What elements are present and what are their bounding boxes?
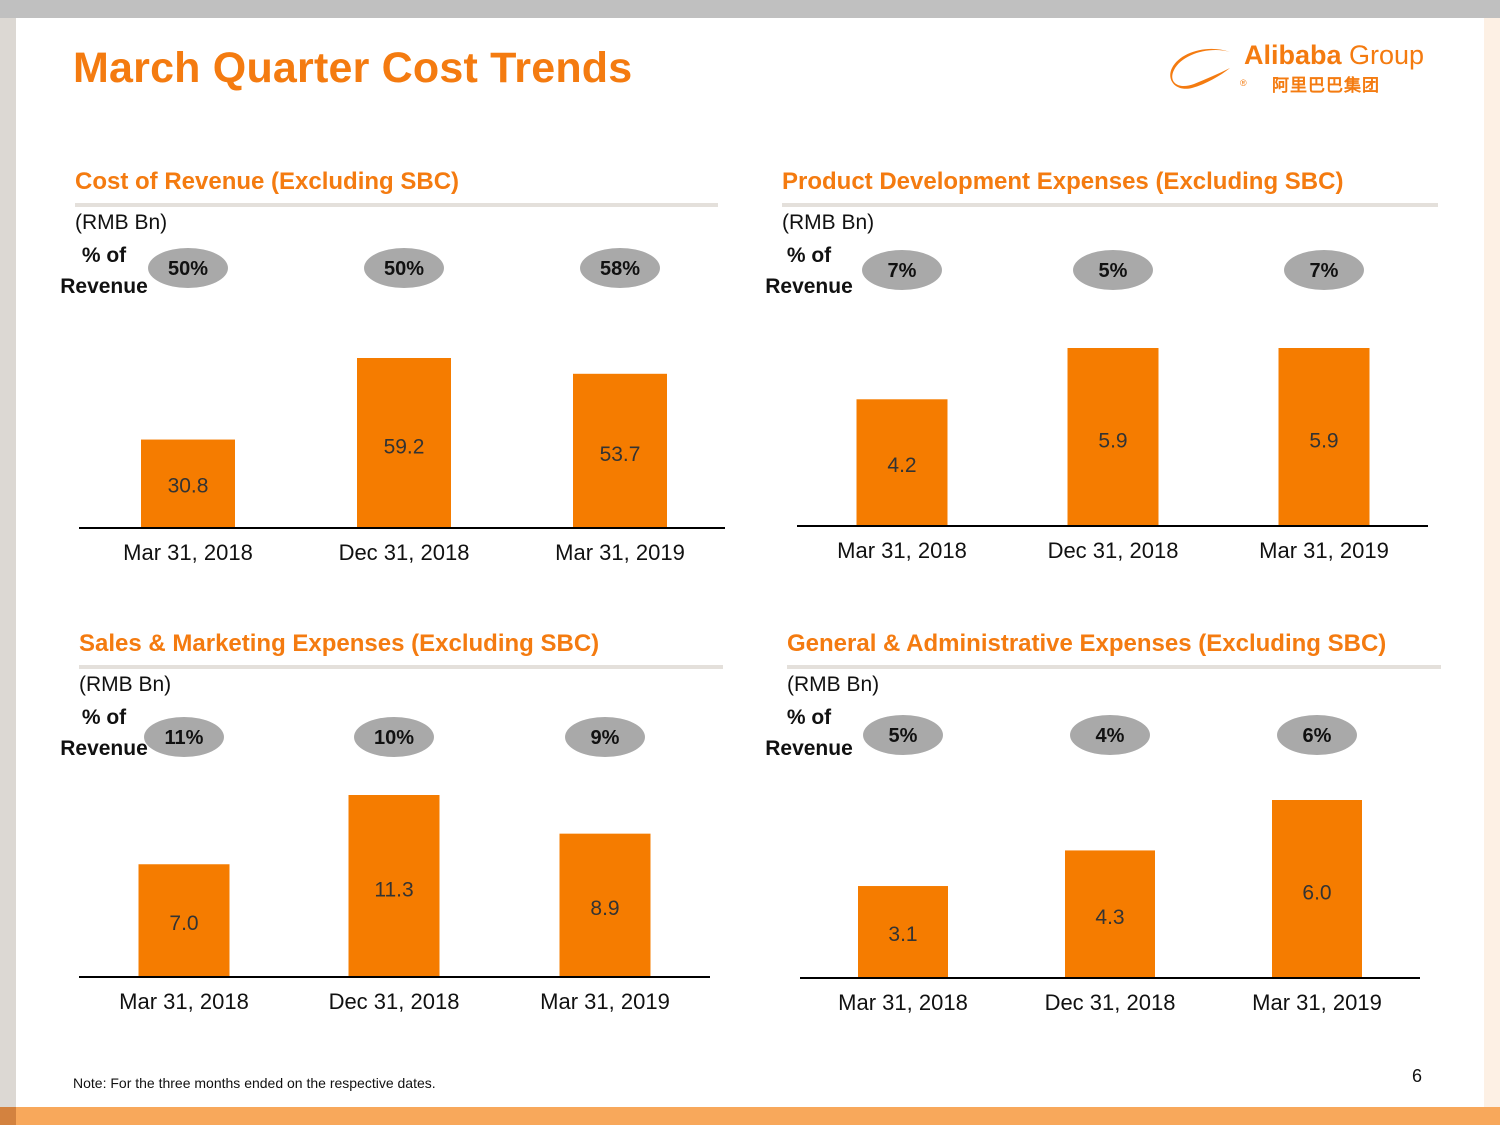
bar xyxy=(573,373,667,528)
sales-marketing-chart: 11% 7.0 Mar 31, 2018 10% 11.3 Dec 31, 2018 9% 8… xyxy=(79,717,710,1014)
pct-of-revenue-pill xyxy=(580,248,660,288)
pct-of-revenue-value: 58% xyxy=(600,258,640,280)
pct-of-revenue-value: 6% xyxy=(1303,725,1332,747)
product-development-chart: 7% 4.2 Mar 31, 2018 5% 5.9 Dec 31, 2018 7% 5.9 M… xyxy=(797,250,1428,563)
bar xyxy=(1278,348,1370,526)
bar xyxy=(141,439,235,528)
pct-of-revenue-value: 50% xyxy=(384,258,424,280)
title-underline xyxy=(79,665,723,669)
bar-value-label: 4.3 xyxy=(1095,906,1124,929)
pct-of-revenue-label: % of Revenue xyxy=(60,706,148,760)
title-underline xyxy=(782,203,1438,207)
unit-label: (RMB Bn) xyxy=(782,211,875,234)
unit-label: (RMB Bn) xyxy=(787,673,880,696)
logo-registered-mark: ® xyxy=(1240,78,1247,88)
category-label: Mar 31, 2018 xyxy=(837,538,967,563)
pct-of-revenue-value: 50% xyxy=(168,258,208,280)
right-edge-strip xyxy=(1484,18,1500,1108)
bottom-bar-corner xyxy=(0,1107,16,1125)
bar-value-label: 6.0 xyxy=(1302,882,1331,905)
panel-title: Product Development Expenses (Excluding … xyxy=(782,168,1344,195)
bar xyxy=(1065,850,1155,978)
pct-of-revenue-pill xyxy=(863,715,943,755)
panel-title: Cost of Revenue (Excluding SBC) xyxy=(75,168,460,195)
bar-value-label: 53.7 xyxy=(600,443,641,466)
category-label: Mar 31, 2019 xyxy=(1259,538,1389,563)
general-administrative-chart: 5% 3.1 Mar 31, 2018 4% 4.3 Dec 31, 2018 6% 6.0 M… xyxy=(800,715,1420,1015)
pct-of-revenue-pill xyxy=(1277,715,1357,755)
cost-of-revenue-chart: 50% 30.8 Mar 31, 2018 50% 59.2 Dec 31, 2018 58… xyxy=(79,248,725,565)
category-label: Mar 31, 2019 xyxy=(540,989,670,1014)
pct-of-revenue-pill xyxy=(144,717,224,757)
bar xyxy=(138,864,230,977)
bar-value-label: 5.9 xyxy=(1098,430,1127,453)
alibaba-smile-icon xyxy=(1170,48,1230,89)
footnote: Note: For the three months ended on the … xyxy=(73,1075,436,1091)
category-label: Dec 31, 2018 xyxy=(1048,538,1179,563)
pct-of-revenue-pill xyxy=(1070,715,1150,755)
sales-marketing-panel: Sales & Marketing Expenses (Excluding SB… xyxy=(60,630,759,1050)
bar-value-label: 30.8 xyxy=(168,475,209,498)
pct-of-revenue-pill xyxy=(364,248,444,288)
logo-brand-text: Alibaba Group xyxy=(1244,40,1425,70)
bar-value-label: 59.2 xyxy=(384,435,425,458)
pct-of-revenue-value: 11% xyxy=(165,727,204,749)
category-label: Dec 31, 2018 xyxy=(1045,990,1176,1015)
category-label: Mar 31, 2019 xyxy=(555,540,685,565)
alibaba-group-logo: Alibaba Group ® 阿里巴巴集团 xyxy=(1168,38,1468,100)
unit-label: (RMB Bn) xyxy=(79,673,172,696)
general-administrative-panel: General & Administrative Expenses (Exclu… xyxy=(765,630,1467,1050)
bar-value-label: 8.9 xyxy=(590,897,619,920)
unit-label: (RMB Bn) xyxy=(75,211,168,234)
category-label: Mar 31, 2018 xyxy=(838,990,968,1015)
left-edge-strip xyxy=(0,18,16,1108)
pct-of-revenue-pill xyxy=(354,717,434,757)
pct-of-revenue-value: 5% xyxy=(1099,260,1128,282)
product-development-panel: Product Development Expenses (Excluding … xyxy=(765,168,1462,588)
bar-value-label: 5.9 xyxy=(1309,430,1338,453)
pct-of-revenue-label: % of Revenue xyxy=(765,244,853,298)
bar-value-label: 4.2 xyxy=(887,454,916,477)
pct-of-revenue-pill xyxy=(148,248,228,288)
top-bar xyxy=(0,0,1500,18)
pct-of-revenue-label: % of Revenue xyxy=(765,706,853,760)
pct-of-revenue-value: 7% xyxy=(888,260,917,282)
logo-chinese-text: 阿里巴巴集团 xyxy=(1272,76,1380,95)
title-underline xyxy=(787,665,1441,669)
pct-of-revenue-value: 10% xyxy=(374,727,414,749)
cost-of-revenue-panel: Cost of Revenue (Excluding SBC) (RMB Bn)… xyxy=(60,168,755,588)
bottom-bar xyxy=(0,1107,1500,1125)
bar xyxy=(348,795,440,977)
title-underline xyxy=(75,203,718,207)
category-label: Mar 31, 2018 xyxy=(119,989,249,1014)
category-label: Mar 31, 2019 xyxy=(1252,990,1382,1015)
pct-of-revenue-value: 4% xyxy=(1096,725,1125,747)
bar xyxy=(559,833,651,977)
bar xyxy=(357,358,451,528)
bar xyxy=(856,399,948,526)
pct-of-revenue-pill xyxy=(1073,250,1153,290)
pct-of-revenue-pill xyxy=(862,250,942,290)
bar-value-label: 11.3 xyxy=(374,879,413,902)
pct-of-revenue-pill xyxy=(1284,250,1364,290)
category-label: Dec 31, 2018 xyxy=(339,540,470,565)
page-number: 6 xyxy=(1412,1066,1423,1086)
panel-title: General & Administrative Expenses (Exclu… xyxy=(787,630,1387,657)
category-label: Dec 31, 2018 xyxy=(329,989,460,1014)
page-title: March Quarter Cost Trends xyxy=(73,44,633,92)
bar-value-label: 3.1 xyxy=(888,923,917,946)
panel-title: Sales & Marketing Expenses (Excluding SB… xyxy=(79,630,600,657)
pct-of-revenue-pill xyxy=(565,717,645,757)
pct-of-revenue-value: 9% xyxy=(591,727,620,749)
pct-of-revenue-value: 5% xyxy=(889,725,918,747)
bar xyxy=(858,886,948,978)
category-label: Mar 31, 2018 xyxy=(123,540,253,565)
bar xyxy=(1272,800,1362,978)
pct-of-revenue-label: % of Revenue xyxy=(60,244,148,298)
bar xyxy=(1067,348,1159,526)
bar-value-label: 7.0 xyxy=(169,912,198,935)
pct-of-revenue-value: 7% xyxy=(1310,260,1339,282)
